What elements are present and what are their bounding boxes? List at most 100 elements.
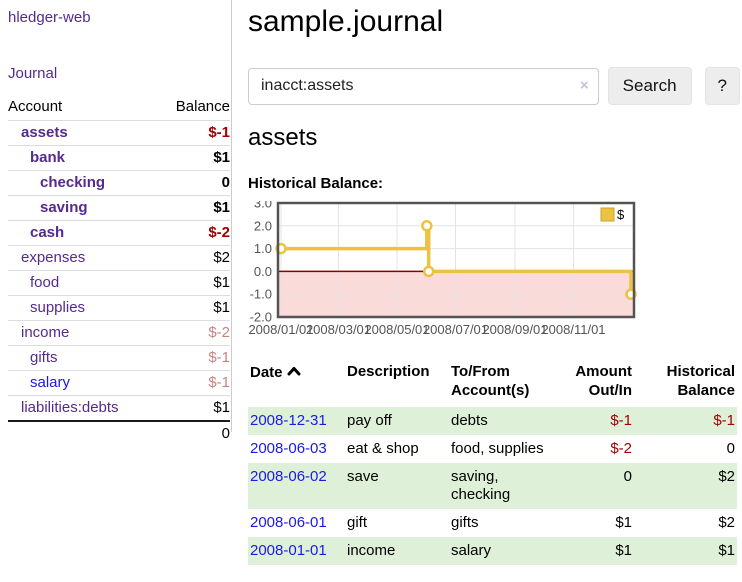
transaction-accounts: saving, checking bbox=[449, 463, 561, 509]
clear-search-icon[interactable]: × bbox=[580, 77, 589, 95]
transaction-description: gift bbox=[345, 509, 449, 537]
sort-ascending-icon bbox=[287, 362, 301, 381]
total-balance: 0 bbox=[157, 421, 230, 446]
account-row: checking0 bbox=[8, 171, 230, 196]
svg-text:1.0: 1.0 bbox=[254, 241, 272, 256]
account-row: expenses $2 bbox=[8, 246, 230, 271]
accounts-table: Account Balance assets$-1bank$1checking0… bbox=[8, 95, 230, 446]
transaction-date-link[interactable]: 2008-06-02 bbox=[250, 468, 327, 485]
transaction-date-link[interactable]: 2008-06-03 bbox=[250, 440, 327, 457]
svg-text:2008/03/01: 2008/03/01 bbox=[306, 322, 371, 337]
transaction-amount: $-1 bbox=[561, 407, 634, 435]
sidebar-divider bbox=[231, 0, 232, 432]
transaction-balance: 0 bbox=[634, 435, 737, 463]
account-balance: $-1 bbox=[157, 346, 230, 371]
column-header-description: Description bbox=[345, 360, 449, 407]
account-balance: $1 bbox=[157, 146, 230, 171]
account-balance: $-1 bbox=[157, 121, 230, 146]
transaction-amount: $1 bbox=[561, 537, 634, 565]
account-balance: $-2 bbox=[157, 321, 230, 346]
column-header-date[interactable]: Date bbox=[248, 360, 345, 407]
account-row: supplies $1 bbox=[8, 296, 230, 321]
account-balance: $1 bbox=[157, 296, 230, 321]
data-point-marker bbox=[424, 267, 433, 276]
account-column-header: Account bbox=[8, 95, 157, 121]
transaction-amount: 0 bbox=[561, 463, 634, 509]
svg-text:0.0: 0.0 bbox=[254, 264, 272, 279]
transaction-row: 2008-01-01incomesalary$1$1 bbox=[248, 537, 737, 565]
account-row: income $-2 bbox=[8, 321, 230, 346]
account-link[interactable]: income bbox=[21, 324, 69, 341]
main-content: sample.journal × Search ? assets Histori… bbox=[248, 0, 740, 565]
brand-link[interactable]: hledger-web bbox=[8, 9, 91, 26]
balance-column-header: Balance bbox=[157, 95, 230, 121]
page-title: sample.journal bbox=[248, 5, 740, 39]
account-balance: $2 bbox=[157, 246, 230, 271]
column-header-amount-out/in: AmountOut/In bbox=[561, 360, 634, 407]
svg-text:2.0: 2.0 bbox=[254, 218, 272, 233]
transaction-amount: $1 bbox=[561, 509, 634, 537]
account-row: bank $1 bbox=[8, 146, 230, 171]
transaction-description: eat & shop bbox=[345, 435, 449, 463]
account-link[interactable]: bank bbox=[30, 149, 65, 166]
transaction-balance: $2 bbox=[634, 509, 737, 537]
transaction-accounts: salary bbox=[449, 537, 561, 565]
historical-balance-chart[interactable]: $3.02.01.00.0-1.0-2.02008/01/012008/03/0… bbox=[248, 201, 668, 343]
account-balance: $1 bbox=[157, 271, 230, 296]
transaction-amount: $-2 bbox=[561, 435, 634, 463]
column-header-historical-balance: HistoricalBalance bbox=[634, 360, 737, 407]
account-row: assets $-1 bbox=[8, 121, 230, 146]
transaction-accounts: food, supplies bbox=[449, 435, 561, 463]
account-balance: $1 bbox=[157, 196, 230, 221]
account-row: cash$-2 bbox=[8, 221, 230, 246]
search-input[interactable] bbox=[248, 68, 599, 105]
transaction-description: save bbox=[345, 463, 449, 509]
svg-text:2008/11/01: 2008/11/01 bbox=[541, 322, 605, 337]
register-table: DateDescriptionTo/FromAccount(s)AmountOu… bbox=[248, 360, 737, 565]
account-row: liabilities:debts $1 bbox=[8, 396, 230, 422]
svg-text:2008/07/01: 2008/07/01 bbox=[423, 322, 488, 337]
account-balance: $-1 bbox=[157, 371, 230, 396]
search-button[interactable]: Search bbox=[608, 67, 692, 105]
transaction-row: 2008-06-02savesaving, checking0$2 bbox=[248, 463, 737, 509]
legend-swatch bbox=[601, 208, 614, 221]
transaction-accounts: debts bbox=[449, 407, 561, 435]
svg-text:-1.0: -1.0 bbox=[250, 287, 272, 302]
sidebar: hledger-web Journal Account Balance asse… bbox=[8, 0, 230, 446]
account-link[interactable]: saving bbox=[40, 199, 88, 216]
account-link[interactable]: liabilities:debts bbox=[21, 399, 119, 416]
transaction-description: pay off bbox=[345, 407, 449, 435]
svg-text:3.0: 3.0 bbox=[254, 201, 272, 211]
account-heading: assets bbox=[248, 124, 740, 152]
account-link[interactable]: supplies bbox=[30, 299, 85, 316]
transaction-row: 2008-06-01 giftgifts$1$2 bbox=[248, 509, 737, 537]
account-row: salary $-1 bbox=[8, 371, 230, 396]
account-link[interactable]: expenses bbox=[21, 249, 85, 266]
column-header-to/from-account(s): To/FromAccount(s) bbox=[449, 360, 561, 407]
sidebar-item-journal[interactable]: Journal bbox=[8, 65, 57, 82]
account-link[interactable]: gifts bbox=[30, 349, 58, 366]
transaction-balance: $-1 bbox=[634, 407, 737, 435]
account-link[interactable]: food bbox=[30, 274, 59, 291]
account-row: gifts $-1 bbox=[8, 346, 230, 371]
account-link[interactable]: assets bbox=[21, 124, 68, 141]
help-button[interactable]: ? bbox=[705, 67, 740, 105]
account-link[interactable]: checking bbox=[40, 174, 105, 191]
transaction-date-link[interactable]: 2008-06-01 bbox=[250, 514, 327, 531]
account-balance: $1 bbox=[157, 396, 230, 422]
chart-title: Historical Balance: bbox=[248, 175, 740, 192]
data-point-marker bbox=[422, 221, 431, 230]
svg-text:2008/05/01: 2008/05/01 bbox=[364, 322, 429, 337]
transaction-date-link[interactable]: 2008-12-31 bbox=[250, 412, 327, 429]
account-row: food $1 bbox=[8, 271, 230, 296]
account-link[interactable]: salary bbox=[30, 374, 70, 391]
transaction-row: 2008-12-31pay offdebts$-1$-1 bbox=[248, 407, 737, 435]
transaction-date-link[interactable]: 2008-01-01 bbox=[250, 542, 327, 559]
transaction-row: 2008-06-03 eat & shopfood, supplies$-20 bbox=[248, 435, 737, 463]
account-link[interactable]: cash bbox=[30, 224, 64, 241]
transaction-balance: $1 bbox=[634, 537, 737, 565]
svg-text:2008/01/01: 2008/01/01 bbox=[248, 322, 313, 337]
accounts-total-row: 0 bbox=[8, 421, 230, 446]
svg-text:2008/09/01: 2008/09/01 bbox=[482, 322, 547, 337]
transaction-accounts: gifts bbox=[449, 509, 561, 537]
